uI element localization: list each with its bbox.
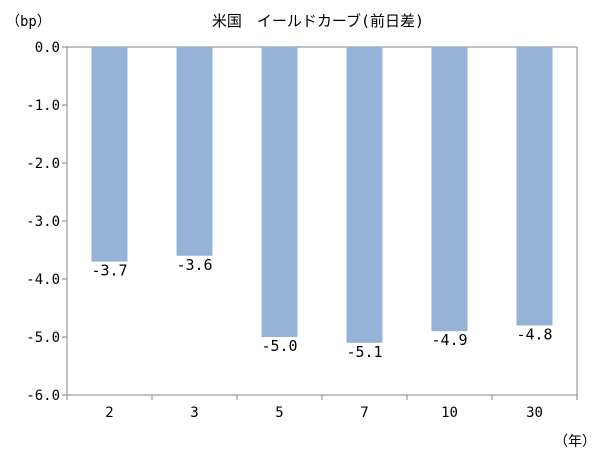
x-axis-unit-label: （年） [554,434,596,450]
x-tick-label: 3 [190,405,198,421]
bar [346,47,383,343]
plot-frame [66,46,578,396]
y-axis-unit-label: （bp） [6,14,51,30]
data-label: -5.1 [346,343,382,361]
y-tick-label: -6.0 [26,388,60,404]
y-tick-label: -1.0 [26,98,60,114]
x-tick-label: 7 [360,405,368,421]
bar [176,47,213,256]
bar [261,47,298,337]
plot-area: 0.0 -1.0 -2.0 -3.0 -4.0 -5.0 -6.0 2 -3.7 3 -3.6 5 -5… [26,40,578,421]
y-tick-label: -2.0 [26,156,60,172]
data-label: -4.9 [431,331,467,349]
y-tick-label: -4.0 [26,272,60,288]
data-label: -3.7 [91,262,127,280]
bar [91,47,128,262]
y-tick-label: -5.0 [26,330,60,346]
data-label: -5.0 [261,337,297,355]
chart-title: 米国 イールドカーブ(前日差) [212,12,424,30]
x-tick-label: 30 [526,405,543,421]
data-label: -4.8 [516,325,552,343]
y-tick-label: -3.0 [26,214,60,230]
x-tick-label: 10 [441,405,458,421]
y-tick-label: 0.0 [35,40,60,56]
data-label: -3.6 [176,256,212,274]
bar [516,47,553,326]
x-tick-label: 2 [105,405,113,421]
bar [431,47,468,332]
x-tick-label: 5 [275,405,283,421]
